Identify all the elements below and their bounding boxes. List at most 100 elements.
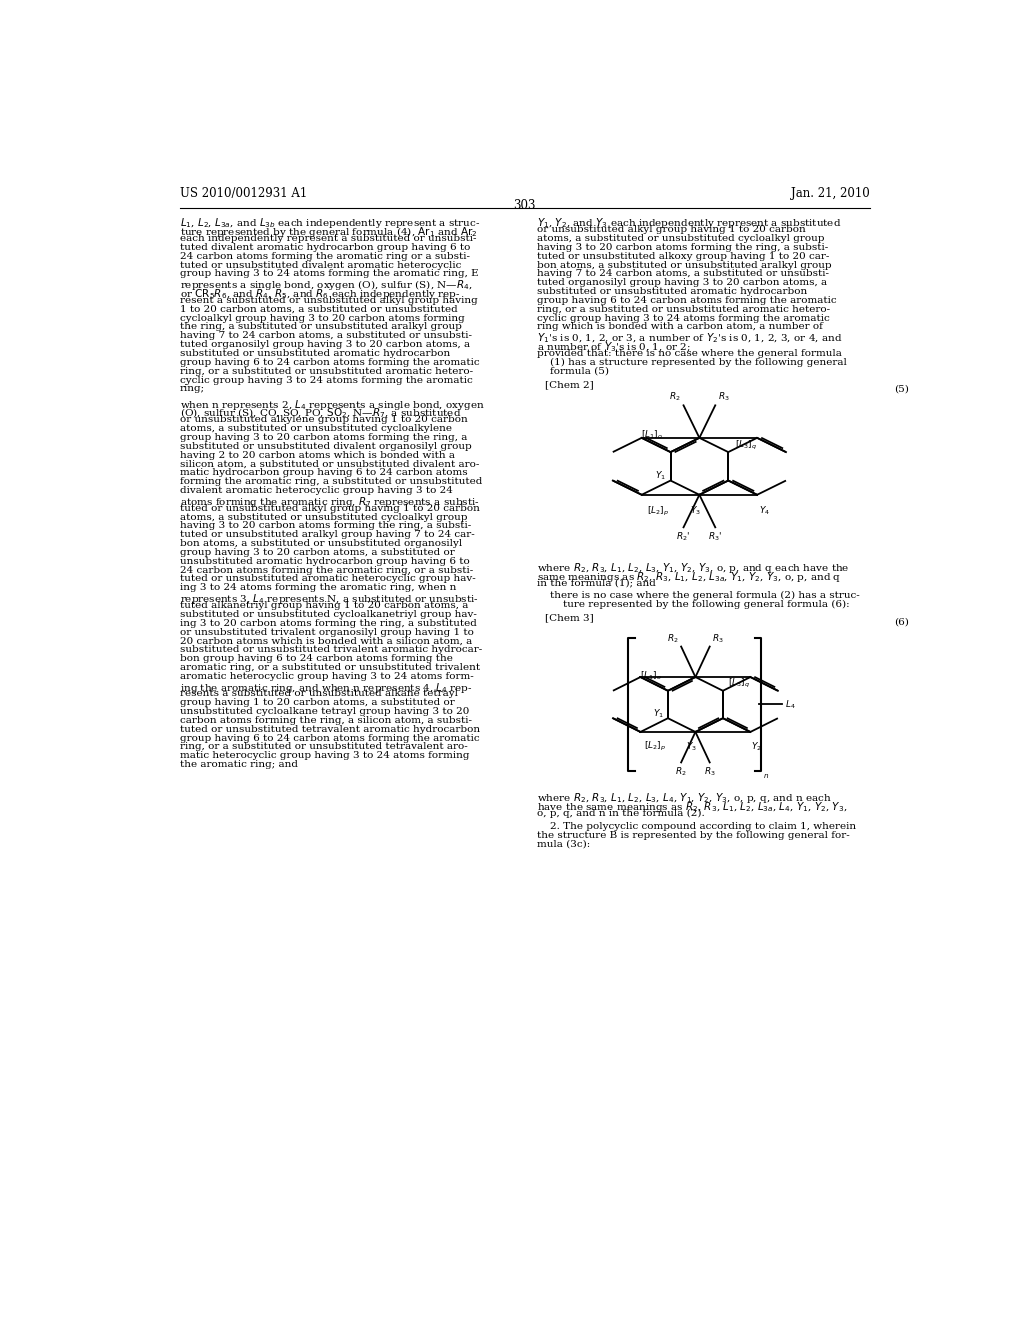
Text: ring, or a substituted or unsubstituted aromatic hetero-: ring, or a substituted or unsubstituted … <box>537 305 829 314</box>
Text: ture represented by the general formula (4), $\mathrm{Ar}_1$ and $\mathrm{Ar}_2$: ture represented by the general formula … <box>179 226 477 239</box>
Text: matic heterocyclic group having 3 to 24 atoms forming: matic heterocyclic group having 3 to 24 … <box>179 751 469 760</box>
Text: atoms, a substituted or unsubstituted cycloalkylene: atoms, a substituted or unsubstituted cy… <box>179 424 452 433</box>
Text: bon atoms, a substituted or unsubstituted organosilyl: bon atoms, a substituted or unsubstitute… <box>179 539 462 548</box>
Text: when n represents 2, $L_4$ represents a single bond, oxygen: when n represents 2, $L_4$ represents a … <box>179 397 484 412</box>
Text: tuted or unsubstituted aromatic heterocyclic group hav-: tuted or unsubstituted aromatic heterocy… <box>179 574 475 583</box>
Text: $Y_3$: $Y_3$ <box>690 506 700 517</box>
Text: $R_2$': $R_2$' <box>677 531 690 543</box>
Text: 20 carbon atoms which is bonded with a silicon atom, a: 20 carbon atoms which is bonded with a s… <box>179 636 472 645</box>
Text: group having 6 to 24 carbon atoms forming the aromatic: group having 6 to 24 carbon atoms formin… <box>537 296 837 305</box>
Text: each independently represent a substituted or unsubsti-: each independently represent a substitut… <box>179 234 476 243</box>
Text: represents a single bond, oxygen (O), sulfur (S), N—$R_4$,: represents a single bond, oxygen (O), su… <box>179 279 472 292</box>
Text: (6): (6) <box>894 618 908 627</box>
Text: 1 to 20 carbon atoms, a substituted or unsubstituted: 1 to 20 carbon atoms, a substituted or u… <box>179 305 458 314</box>
Text: or unsubstituted trivalent organosilyl group having 1 to: or unsubstituted trivalent organosilyl g… <box>179 627 473 636</box>
Text: $Y_1$: $Y_1$ <box>654 469 666 482</box>
Text: $R_2$: $R_2$ <box>675 766 687 777</box>
Text: $[L_3]_q$: $[L_3]_q$ <box>734 438 757 451</box>
Text: substituted or unsubstituted trivalent aromatic hydrocar-: substituted or unsubstituted trivalent a… <box>179 645 482 655</box>
Text: (5): (5) <box>894 384 908 393</box>
Text: represents 3, $L_4$ represents N, a substituted or unsubsti-: represents 3, $L_4$ represents N, a subs… <box>179 593 478 606</box>
Text: having 2 to 20 carbon atoms which is bonded with a: having 2 to 20 carbon atoms which is bon… <box>179 450 455 459</box>
Text: ing 3 to 24 atoms forming the aromatic ring, when n: ing 3 to 24 atoms forming the aromatic r… <box>179 583 456 593</box>
Text: ing the aromatic ring, and when n represents 4, $L_4$ rep-: ing the aromatic ring, and when n repres… <box>179 681 472 694</box>
Text: [Chem 3]: [Chem 3] <box>545 612 593 622</box>
Text: $[L_1]_o$: $[L_1]_o$ <box>641 429 663 441</box>
Text: ring, or a substituted or unsubstituted aromatic hetero-: ring, or a substituted or unsubstituted … <box>179 367 473 376</box>
Text: divalent aromatic heterocyclic group having 3 to 24: divalent aromatic heterocyclic group hav… <box>179 486 453 495</box>
Text: ing 3 to 20 carbon atoms forming the ring, a substituted: ing 3 to 20 carbon atoms forming the rin… <box>179 619 476 628</box>
Text: $R_3$': $R_3$' <box>709 531 722 543</box>
Text: tuted or unsubstituted aralkyl group having 7 to 24 car-: tuted or unsubstituted aralkyl group hav… <box>179 531 474 540</box>
Text: atoms, a substituted or unsubstituted cycloalkyl group: atoms, a substituted or unsubstituted cy… <box>179 512 467 521</box>
Text: 2. The polycyclic compound according to claim 1, wherein: 2. The polycyclic compound according to … <box>537 822 856 830</box>
Text: $Y_2$: $Y_2$ <box>752 741 762 752</box>
Text: $[L_1]_o$: $[L_1]_o$ <box>640 669 662 682</box>
Text: 24 carbon atoms forming the aromatic ring, or a substi-: 24 carbon atoms forming the aromatic rin… <box>179 566 473 574</box>
Text: where $R_2$, $R_3$, $L_1$, $L_2$, $L_3$, $L_4$, $Y_1$, $Y_2$, $Y_3$, o, p, q, an: where $R_2$, $R_3$, $L_1$, $L_2$, $L_3$,… <box>537 791 831 805</box>
Text: the aromatic ring; and: the aromatic ring; and <box>179 760 298 770</box>
Text: $R_2$: $R_2$ <box>667 632 679 644</box>
Text: $Y_1$: $Y_1$ <box>653 708 664 721</box>
Text: or unsubstituted alkyl group having 1 to 20 carbon: or unsubstituted alkyl group having 1 to… <box>537 226 806 234</box>
Text: bon atoms, a substituted or unsubstituted aralkyl group: bon atoms, a substituted or unsubstitute… <box>537 260 831 269</box>
Text: group having 1 to 20 carbon atoms, a substituted or: group having 1 to 20 carbon atoms, a sub… <box>179 698 455 708</box>
Text: ring, or a substituted or unsubstituted tetravalent aro-: ring, or a substituted or unsubstituted … <box>179 742 467 751</box>
Text: atoms forming the aromatic ring, $R_7$ represents a substi-: atoms forming the aromatic ring, $R_7$ r… <box>179 495 479 510</box>
Text: the structure B is represented by the following general for-: the structure B is represented by the fo… <box>537 830 850 840</box>
Text: forming the aromatic ring, a substituted or unsubstituted: forming the aromatic ring, a substituted… <box>179 478 482 486</box>
Text: where $R_2$, $R_3$, $L_1$, $L_2$, $L_3$, $Y_1$, $Y_2$, $Y_3$, o, p, and q each h: where $R_2$, $R_3$, $L_1$, $L_2$, $L_3$,… <box>537 561 849 574</box>
Text: having 7 to 24 carbon atoms, a substituted or unsubsti-: having 7 to 24 carbon atoms, a substitut… <box>537 269 828 279</box>
Text: or $\mathrm{CR}_5R_6$, and $R_4$, $R_5$, and $R_6$ each independently rep-: or $\mathrm{CR}_5R_6$, and $R_4$, $R_5$,… <box>179 286 460 301</box>
Text: $[L_2]_p$: $[L_2]_p$ <box>647 506 669 517</box>
Text: o, p, q, and n in the formula (2).: o, p, q, and n in the formula (2). <box>537 809 705 817</box>
Text: or unsubstituted alkylene group having 1 to 20 carbon: or unsubstituted alkylene group having 1… <box>179 416 467 424</box>
Text: $[L_3]_q$: $[L_3]_q$ <box>728 677 750 690</box>
Text: a number of $Y_3$'s is 0, 1, or 2;: a number of $Y_3$'s is 0, 1, or 2; <box>537 341 690 354</box>
Text: group having 6 to 24 carbon atoms forming the aromatic: group having 6 to 24 carbon atoms formin… <box>179 358 479 367</box>
Text: resent a substituted or unsubstituted alkyl group having: resent a substituted or unsubstituted al… <box>179 296 477 305</box>
Text: $L_4$: $L_4$ <box>784 698 796 710</box>
Text: silicon atom, a substituted or unsubstituted divalent aro-: silicon atom, a substituted or unsubstit… <box>179 459 479 469</box>
Text: group having 6 to 24 carbon atoms forming the aromatic: group having 6 to 24 carbon atoms formin… <box>179 734 479 743</box>
Text: substituted or unsubstituted aromatic hydrocarbon: substituted or unsubstituted aromatic hy… <box>537 286 807 296</box>
Text: Jan. 21, 2010: Jan. 21, 2010 <box>792 187 870 199</box>
Text: have the same meanings as $R_2$, $R_3$, $L_1$, $L_2$, $L_{3a}$, $L_4$, $Y_1$, $Y: have the same meanings as $R_2$, $R_3$, … <box>537 800 847 813</box>
Text: group having 3 to 20 carbon atoms, a substituted or: group having 3 to 20 carbon atoms, a sub… <box>179 548 455 557</box>
Text: unsubstituted aromatic hydrocarbon group having 6 to: unsubstituted aromatic hydrocarbon group… <box>179 557 469 566</box>
Text: tuted alkanetriyl group having 1 to 20 carbon atoms, a: tuted alkanetriyl group having 1 to 20 c… <box>179 601 468 610</box>
Text: tuted organosilyl group having 3 to 20 carbon atoms, a: tuted organosilyl group having 3 to 20 c… <box>537 279 826 288</box>
Text: $Y_3$: $Y_3$ <box>686 741 697 752</box>
Text: atoms, a substituted or unsubstituted cycloalkyl group: atoms, a substituted or unsubstituted cy… <box>537 234 824 243</box>
Text: in the formula (1); and: in the formula (1); and <box>537 578 655 587</box>
Text: $R_3$: $R_3$ <box>718 391 729 404</box>
Text: there is no case where the general formula (2) has a struc-: there is no case where the general formu… <box>537 591 859 601</box>
Text: (1) has a structure represented by the following general: (1) has a structure represented by the f… <box>537 358 847 367</box>
Text: US 2010/0012931 A1: US 2010/0012931 A1 <box>179 187 307 199</box>
Text: bon group having 6 to 24 carbon atoms forming the: bon group having 6 to 24 carbon atoms fo… <box>179 653 453 663</box>
Text: $R_3$: $R_3$ <box>703 766 716 777</box>
Text: having 3 to 20 carbon atoms forming the ring, a substi-: having 3 to 20 carbon atoms forming the … <box>537 243 828 252</box>
Text: $Y_4$: $Y_4$ <box>760 506 771 517</box>
Text: (O), sulfur (S), CO, SO, PO, $\mathrm{SO}_2$, N—$R_7$, a substituted: (O), sulfur (S), CO, SO, PO, $\mathrm{SO… <box>179 407 461 420</box>
Text: tuted organosilyl group having 3 to 20 carbon atoms, a: tuted organosilyl group having 3 to 20 c… <box>179 341 470 348</box>
Text: matic hydrocarbon group having 6 to 24 carbon atoms: matic hydrocarbon group having 6 to 24 c… <box>179 469 467 478</box>
Text: provided that: there is no case where the general formula: provided that: there is no case where th… <box>537 348 842 358</box>
Text: ture represented by the following general formula (6):: ture represented by the following genera… <box>537 599 849 609</box>
Text: aromatic ring, or a substituted or unsubstituted trivalent: aromatic ring, or a substituted or unsub… <box>179 663 479 672</box>
Text: tuted or unsubstituted alkyl group having 1 to 20 carbon: tuted or unsubstituted alkyl group havin… <box>179 504 479 512</box>
Text: having 3 to 20 carbon atoms forming the ring, a substi-: having 3 to 20 carbon atoms forming the … <box>179 521 471 531</box>
Text: same meanings as $R_2$, $R_3$, $L_1$, $L_2$, $L_{3a}$, $Y_1$, $Y_2$, $Y_3$, o, p: same meanings as $R_2$, $R_3$, $L_1$, $L… <box>537 570 841 583</box>
Text: $L_1$, $L_2$, $L_{3a}$, and $L_{3b}$ each independently represent a struc-: $L_1$, $L_2$, $L_{3a}$, and $L_{3b}$ eac… <box>179 216 479 230</box>
Text: 24 carbon atoms forming the aromatic ring or a substi-: 24 carbon atoms forming the aromatic rin… <box>179 252 470 261</box>
Text: formula (5): formula (5) <box>537 367 608 376</box>
Text: aromatic heterocyclic group having 3 to 24 atoms form-: aromatic heterocyclic group having 3 to … <box>179 672 473 681</box>
Text: tuted divalent aromatic hydrocarbon group having 6 to: tuted divalent aromatic hydrocarbon grou… <box>179 243 470 252</box>
Text: ring which is bonded with a carbon atom, a number of: ring which is bonded with a carbon atom,… <box>537 322 822 331</box>
Text: $Y_1$, $Y_2$, and $Y_3$ each independently represent a substituted: $Y_1$, $Y_2$, and $Y_3$ each independent… <box>537 216 841 230</box>
Text: tuted or unsubstituted divalent aromatic heterocyclic: tuted or unsubstituted divalent aromatic… <box>179 260 461 269</box>
Text: group having 3 to 20 carbon atoms forming the ring, a: group having 3 to 20 carbon atoms formin… <box>179 433 467 442</box>
Text: ring;: ring; <box>179 384 205 393</box>
Text: $R_3$: $R_3$ <box>712 632 724 644</box>
Text: the ring, a substituted or unsubstituted aralkyl group: the ring, a substituted or unsubstituted… <box>179 322 462 331</box>
